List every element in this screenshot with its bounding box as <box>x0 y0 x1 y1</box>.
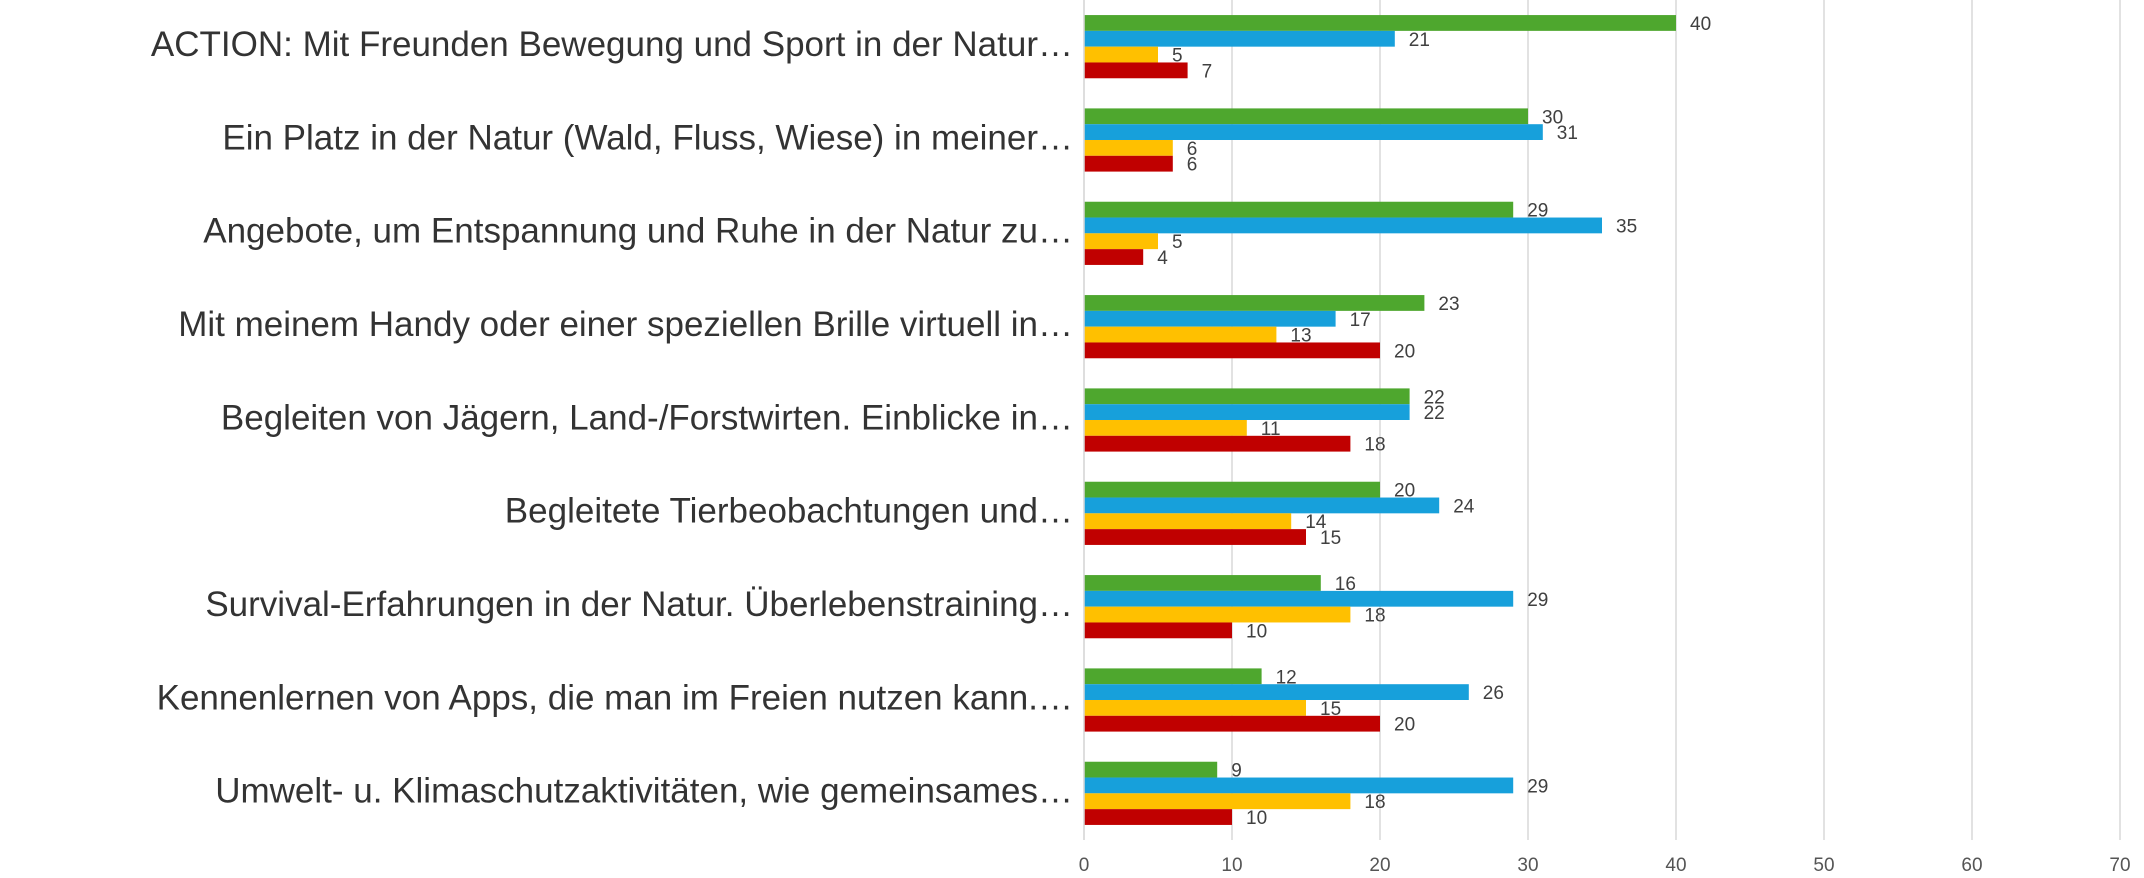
bar <box>1084 155 1173 172</box>
bar <box>1084 404 1410 420</box>
bar <box>1084 249 1144 265</box>
bar <box>1084 108 1528 125</box>
value-label: 22 <box>1424 387 1445 408</box>
x-tick-label: 70 <box>2109 855 2130 876</box>
bar <box>1084 15 1676 31</box>
value-label: 15 <box>1320 528 1341 549</box>
x-tick-label: 50 <box>1813 855 1834 876</box>
value-label: 31 <box>1557 123 1578 144</box>
x-tick-label: 20 <box>1369 855 1390 876</box>
bar <box>1084 140 1173 156</box>
bar <box>1084 590 1514 607</box>
bar <box>1084 295 1425 311</box>
value-label: 18 <box>1364 606 1385 627</box>
value-label: 26 <box>1483 683 1504 704</box>
value-label: 7 <box>1202 61 1213 82</box>
value-label: 6 <box>1187 155 1198 176</box>
bar <box>1084 622 1232 639</box>
value-label: 40 <box>1690 14 1711 35</box>
category-label: Begleitete Tierbeobachtungen und… <box>505 492 1073 531</box>
bar <box>1084 777 1514 794</box>
value-label: 12 <box>1276 667 1297 688</box>
category-label: Begleiten von Jägern, Land-/Forstwirten.… <box>221 398 1073 437</box>
bar <box>1084 62 1188 79</box>
bar <box>1084 420 1247 436</box>
value-label: 4 <box>1157 248 1168 269</box>
value-label: 23 <box>1438 294 1459 315</box>
bar <box>1084 388 1410 405</box>
value-label: 13 <box>1290 326 1311 347</box>
value-label: 35 <box>1616 216 1637 237</box>
x-tick-label: 40 <box>1665 855 1686 876</box>
value-label: 10 <box>1246 621 1267 642</box>
category-label: ACTION: Mit Freunden Bewegung und Sport … <box>151 25 1073 64</box>
category-label: Kennenlernen von Apps, die man im Freien… <box>157 678 1073 717</box>
x-tick-label: 10 <box>1221 855 1242 876</box>
value-label: 29 <box>1527 590 1548 611</box>
value-label: 11 <box>1261 419 1281 440</box>
x-tick-label: 0 <box>1079 855 1090 876</box>
value-label: 17 <box>1350 310 1371 331</box>
bar <box>1084 575 1321 591</box>
bar <box>1084 529 1306 545</box>
bar <box>1084 700 1306 716</box>
value-label: 18 <box>1364 435 1385 456</box>
category-label: Ein Platz in der Natur (Wald, Fluss, Wie… <box>222 118 1073 157</box>
bar <box>1084 201 1514 218</box>
value-label: 24 <box>1453 496 1475 517</box>
bar <box>1084 124 1543 140</box>
x-tick-label: 30 <box>1517 855 1538 876</box>
bar <box>1084 46 1158 63</box>
bar <box>1084 233 1158 250</box>
bar <box>1084 684 1469 700</box>
bar <box>1084 326 1277 343</box>
value-label: 20 <box>1394 715 1415 736</box>
value-label: 29 <box>1527 776 1548 797</box>
bar <box>1084 310 1336 327</box>
value-label: 18 <box>1364 792 1385 813</box>
bar <box>1084 217 1602 234</box>
bar <box>1084 809 1232 825</box>
bar <box>1084 715 1380 732</box>
value-label: 15 <box>1320 699 1341 720</box>
value-label: 5 <box>1172 46 1183 67</box>
category-label: Mit meinem Handy oder einer speziellen B… <box>178 305 1073 344</box>
value-label: 9 <box>1231 761 1242 782</box>
value-label: 6 <box>1187 139 1198 160</box>
value-label: 20 <box>1394 341 1415 362</box>
bar <box>1084 481 1380 498</box>
bar <box>1084 761 1218 778</box>
bar <box>1084 435 1351 452</box>
value-label: 22 <box>1424 403 1445 424</box>
bar <box>1084 513 1292 530</box>
category-label: Survival-Erfahrungen in der Natur. Überl… <box>205 585 1073 624</box>
value-label: 21 <box>1409 30 1430 51</box>
value-label: 5 <box>1172 232 1183 253</box>
bar <box>1084 497 1440 514</box>
value-label: 14 <box>1305 512 1327 533</box>
value-label: 29 <box>1527 201 1548 222</box>
value-label: 20 <box>1394 481 1415 502</box>
value-label: 30 <box>1542 107 1563 128</box>
bar <box>1084 30 1395 47</box>
x-tick-label: 60 <box>1961 855 1982 876</box>
bar <box>1084 793 1351 810</box>
value-label: 16 <box>1335 574 1356 595</box>
bar <box>1084 606 1351 623</box>
bar <box>1084 342 1380 359</box>
category-label: Angebote, um Entspannung und Ruhe in der… <box>203 212 1073 251</box>
value-label: 10 <box>1246 808 1267 829</box>
category-label: Umwelt- u. Klimaschutzaktivitäten, wie g… <box>215 772 1073 811</box>
bar <box>1084 668 1262 685</box>
